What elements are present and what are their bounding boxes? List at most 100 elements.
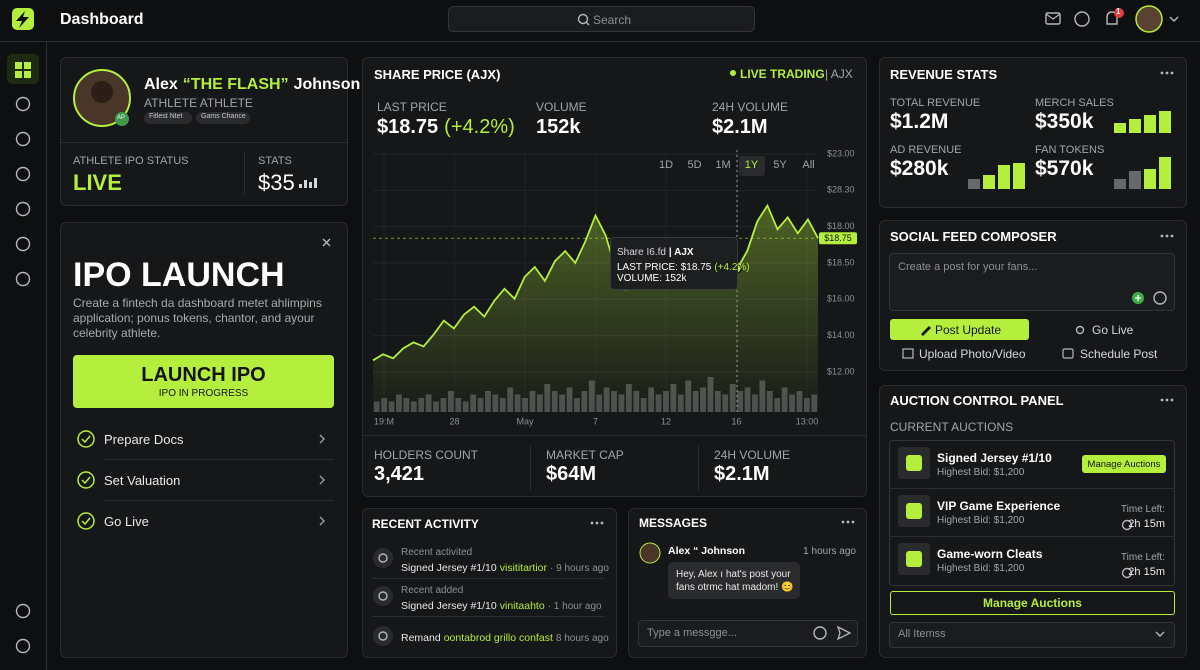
activity-kind: Recent activited [401, 547, 473, 558]
search-placeholder: Search [593, 13, 632, 27]
footer-value: 3,421 [374, 463, 425, 485]
activity-text: Signed Jersey #1/10 [401, 600, 497, 612]
activity-line: Signed Jersey #1/10 vinitaahto · 1 hour ag… [401, 598, 602, 612]
card-title: AUCTION CONTROL PANEL [890, 393, 1064, 408]
go-live[interactable]: Go Live [1092, 323, 1134, 337]
tag [144, 112, 192, 124]
range-button[interactable]: 1Y [744, 159, 759, 171]
revenue-label: AD REVENUE [890, 144, 962, 156]
activity-line: Remand oontabrod grillo confast 8 hours ag… [401, 630, 609, 644]
metric-change: (+4.2%) [444, 116, 515, 138]
footer-label: HOLDERS COUNT [374, 448, 479, 462]
metric-value: $18.75 [377, 116, 439, 138]
range-active [738, 156, 765, 176]
notification-count: 1 [1116, 7, 1121, 16]
stats-value: $35 [258, 170, 295, 195]
stats-label: STATS [258, 155, 292, 167]
step-label[interactable]: Go Live [104, 514, 149, 529]
step-label[interactable]: Set Valuation [104, 473, 181, 488]
activity-time: · 1 hour ago [547, 601, 602, 612]
search-box[interactable] [448, 6, 755, 32]
ipo-status: LIVE [73, 170, 122, 195]
manage-auctions-button[interactable] [890, 591, 1175, 615]
manage-auctions-text[interactable]: Manage Auctions [983, 596, 1082, 610]
post-placeholder: Create a post for your fans... [898, 261, 1038, 273]
range-button[interactable]: All [802, 159, 815, 171]
mail-icon [1045, 13, 1061, 20]
card-title: REVENUE STATS [890, 67, 998, 82]
icon [15, 131, 31, 147]
message-input[interactable] [638, 620, 858, 647]
logo [12, 8, 34, 30]
activity-kind: Recent added [401, 585, 464, 596]
ipo-title: IPO LAUNCH [73, 256, 285, 294]
time-left: 2h 15m [1128, 566, 1165, 578]
auction-list [889, 440, 1175, 586]
activity-highlight: oontabrod grillo confast [443, 632, 553, 644]
tag [196, 112, 250, 124]
nickname: “THE FLASH” [182, 76, 289, 93]
profile-role: ATHLETE ATHLETE [144, 96, 253, 110]
nav-icon [15, 71, 22, 78]
first-name: Alex [144, 76, 178, 93]
icon [15, 638, 31, 654]
time-left-label: Time Left: [1120, 504, 1165, 515]
range-button[interactable]: 5Y [773, 159, 787, 171]
schedule-link[interactable]: Schedule Post [1080, 347, 1158, 361]
tag-text: Fitlest Ntet [149, 113, 183, 120]
launch-button[interactable] [73, 355, 334, 408]
icon [15, 166, 31, 182]
range-button[interactable]: 1M [715, 159, 731, 171]
ipo-card [60, 222, 348, 658]
icon [15, 201, 31, 217]
nav-icon [15, 62, 22, 69]
upload-link[interactable]: Upload Photo/Video [919, 347, 1026, 361]
metric-label: LAST PRICE [377, 100, 447, 114]
metric: $18.75 (+4.2%) [377, 116, 515, 139]
range-button[interactable]: 1D [658, 159, 674, 171]
card-title: SHARE PRICE (AJX) [374, 67, 501, 82]
metric: 152k [536, 116, 581, 139]
nav-icon [24, 71, 31, 78]
ipo-status-label: ATHLETE IPO STATUS [73, 155, 189, 167]
launch-button-text: LAUNCH IPO [141, 364, 266, 386]
time-left: 2h 15m [1128, 518, 1165, 530]
chevron [1169, 16, 1179, 22]
revenue-label: FAN TOKENS [1035, 144, 1105, 156]
activity-text: Remand [401, 632, 441, 644]
range-button[interactable]: 5D [687, 159, 702, 171]
revenue-label: TOTAL REVENUE [890, 97, 981, 109]
card-title: RECENT ACTIVITY [372, 517, 479, 531]
metric: $2.1M [712, 116, 768, 139]
revenue-value: $570k [1035, 157, 1094, 180]
manage-button-text[interactable]: Manage Auctions [1087, 459, 1161, 470]
nav-active [7, 54, 39, 84]
icon [15, 236, 31, 252]
activity-time: 8 hours ago [555, 633, 609, 644]
auction-item-bid: Highest Bid: $1,200 [937, 515, 1025, 526]
auction-item-bid: Highest Bid: $1,200 [937, 563, 1025, 574]
icon [1074, 11, 1090, 27]
post-button-text[interactable]: Post Update [935, 323, 1002, 337]
footer-value: $2.1M [714, 463, 770, 485]
auction-item-bid: Highest Bid: $1,200 [937, 467, 1025, 478]
icon [15, 271, 31, 287]
message-bubble [668, 562, 800, 599]
step-label[interactable]: Prepare Docs [104, 432, 184, 447]
auction-item-name: VIP Game Experience [937, 499, 1061, 513]
post-textarea[interactable] [889, 253, 1175, 311]
card-title: MESSAGES [639, 516, 708, 530]
filter-dropdown[interactable] [889, 622, 1175, 648]
footer-value: $64M [546, 463, 597, 485]
live-label: LIVE TRADING [740, 67, 825, 81]
metric-value: 152k [536, 116, 581, 138]
message-time: 1 hours ago [803, 546, 856, 557]
revenue-label: MERCH SALES [1035, 97, 1114, 109]
auction-card [879, 385, 1187, 658]
manage-button[interactable] [1082, 455, 1166, 473]
icon [15, 96, 31, 112]
revenue-value: $280k [890, 157, 949, 180]
metric-label: VOLUME [536, 100, 587, 114]
tag-text: Gams Chance [201, 113, 246, 120]
